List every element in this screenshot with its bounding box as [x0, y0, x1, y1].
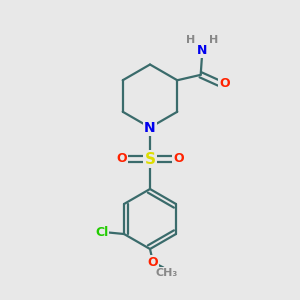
Text: Cl: Cl	[95, 226, 108, 239]
Text: CH₃: CH₃	[155, 268, 178, 278]
Text: H: H	[209, 35, 218, 45]
Text: H: H	[186, 35, 195, 45]
Text: O: O	[219, 77, 230, 90]
Text: S: S	[145, 152, 155, 166]
Text: O: O	[148, 256, 158, 269]
Text: O: O	[173, 152, 184, 166]
Text: N: N	[197, 44, 207, 57]
Text: N: N	[144, 121, 156, 134]
Text: O: O	[116, 152, 127, 166]
